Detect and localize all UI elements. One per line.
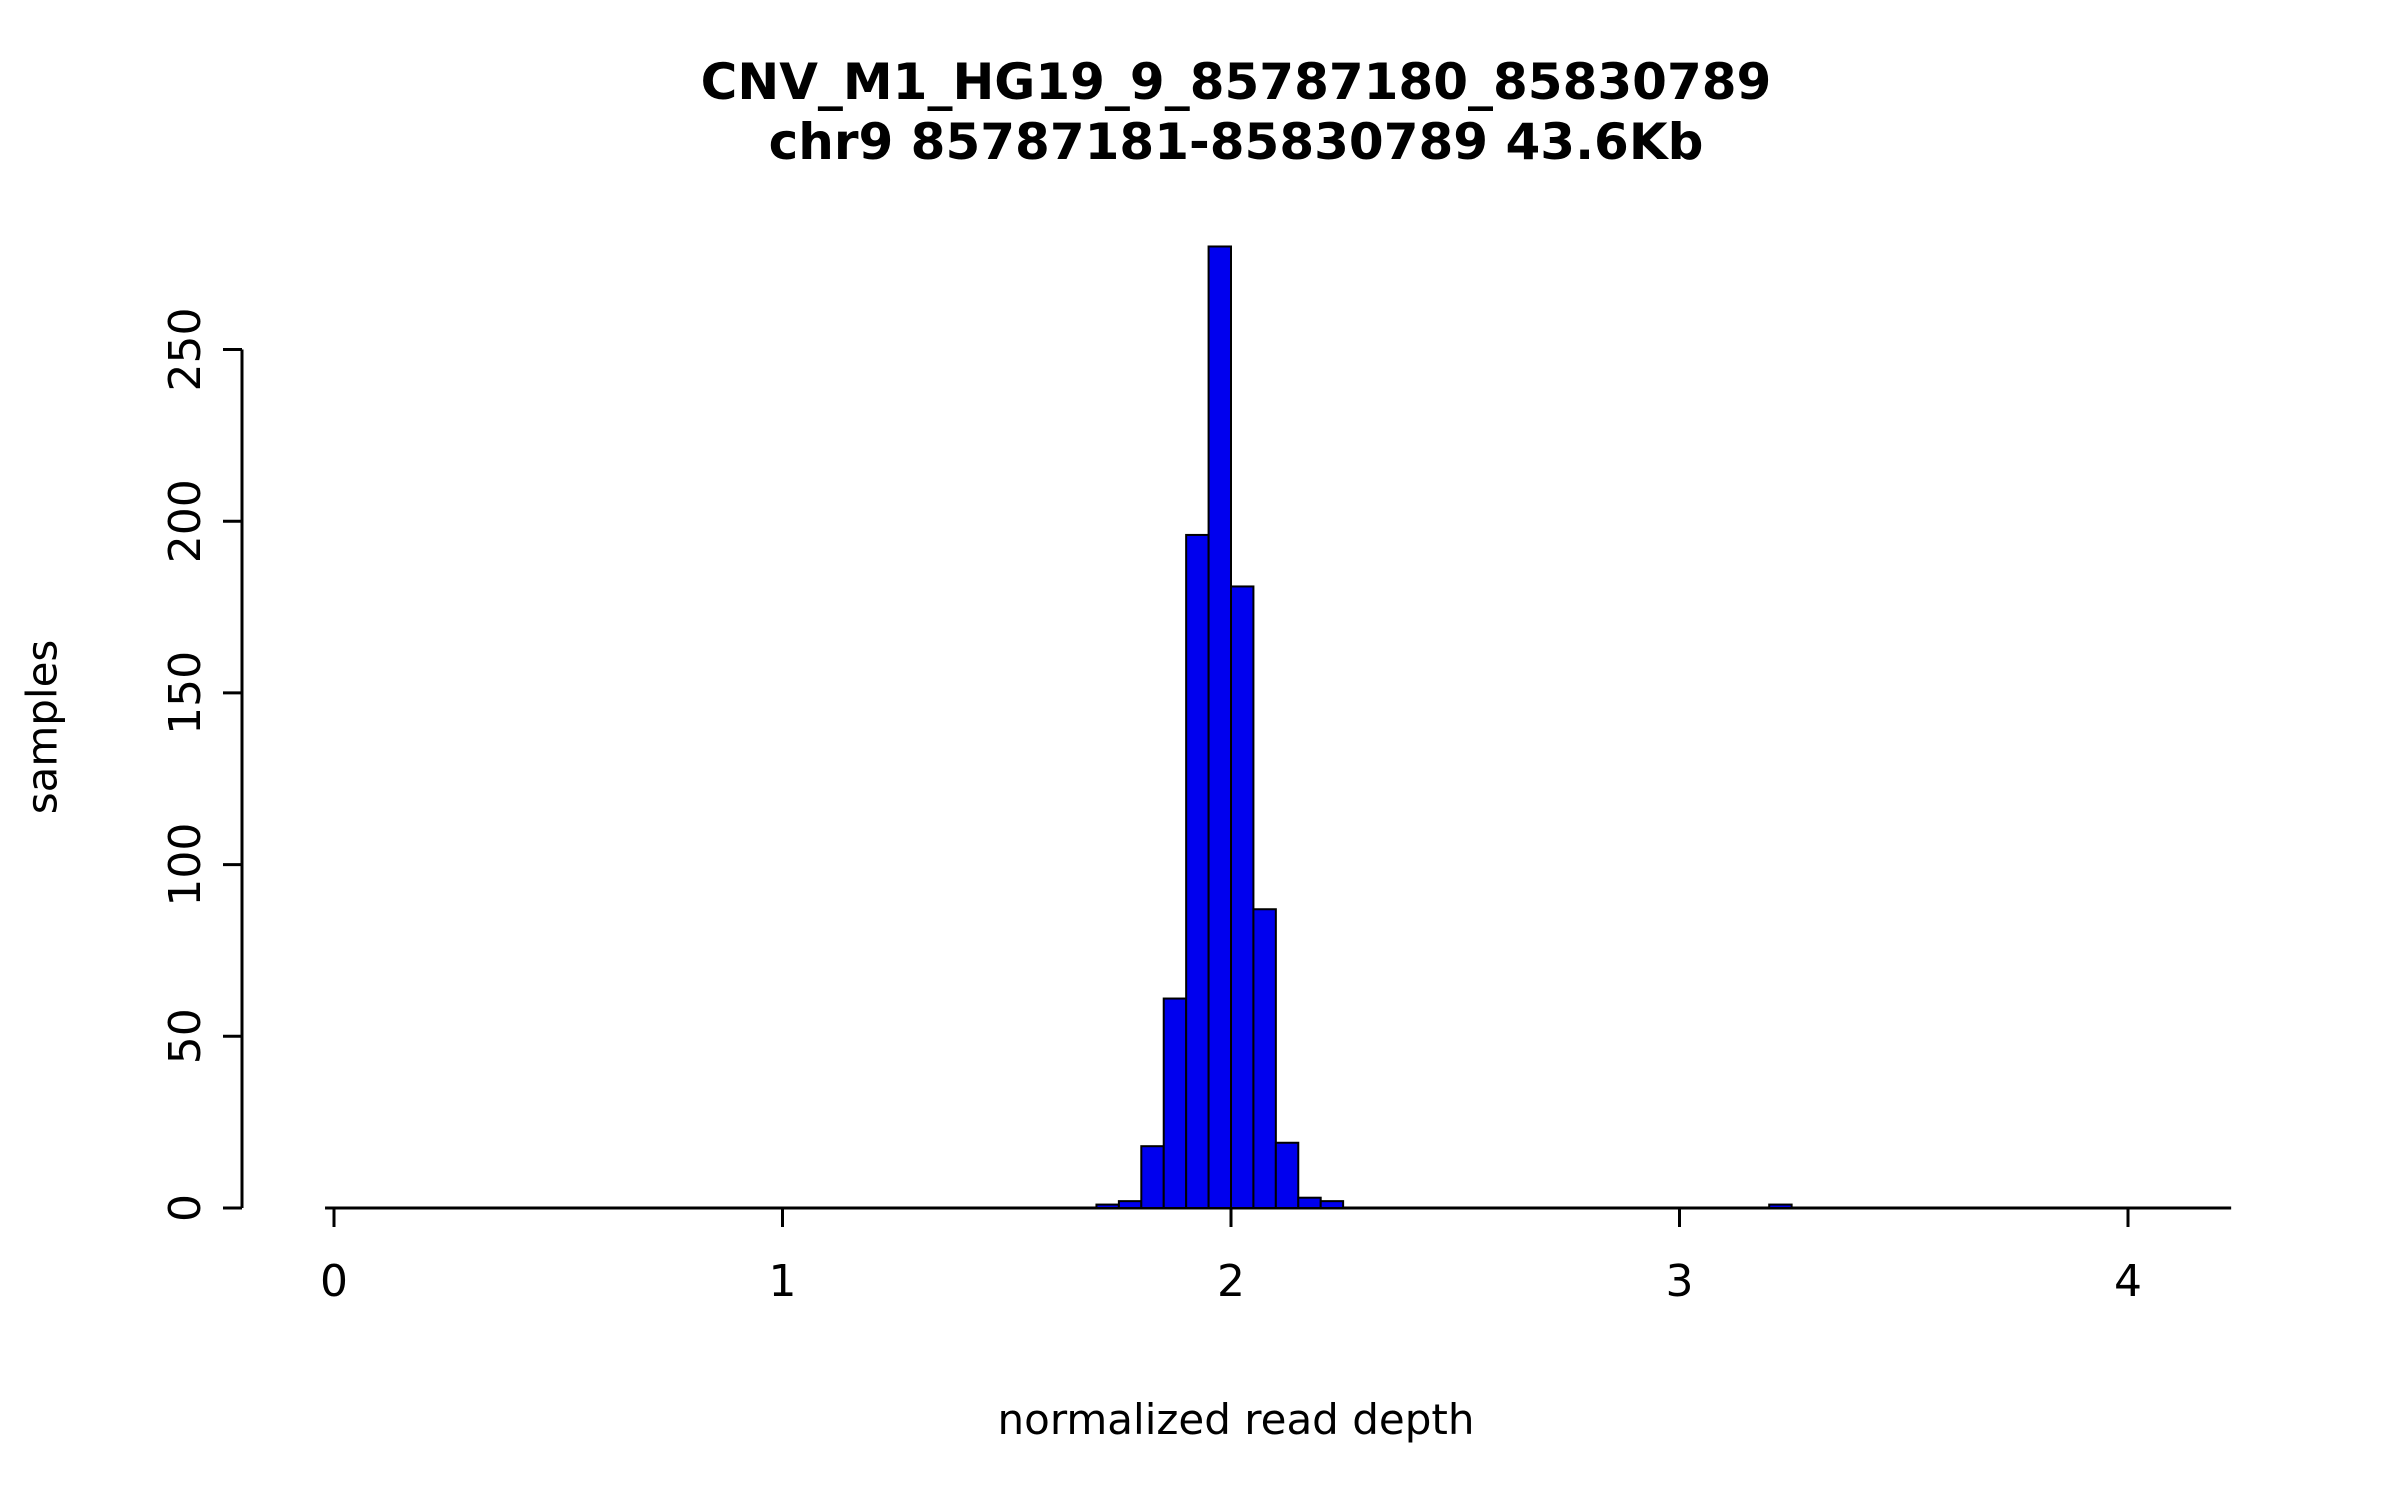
histogram-bar bbox=[1230, 585, 1255, 1209]
histogram-bar bbox=[1095, 1203, 1120, 1210]
histogram-bar bbox=[1274, 1141, 1300, 1210]
y-tick-label: 250 bbox=[160, 308, 211, 392]
histogram-bar bbox=[1162, 997, 1188, 1209]
x-tick-label: 4 bbox=[2114, 1256, 2142, 1307]
y-axis-label: samples bbox=[17, 639, 67, 815]
x-tick-label: 3 bbox=[1666, 1256, 1694, 1307]
chart-title: CNV_M1_HG19_9_85787180_85830789 bbox=[700, 53, 1772, 111]
x-tick-label: 1 bbox=[769, 1256, 797, 1307]
title-block: CNV_M1_HG19_9_85787180_85830789 chr9 857… bbox=[242, 52, 2230, 172]
y-tick-label: 100 bbox=[160, 823, 211, 907]
chart-subtitle: chr9 85787181-85830789 43.6Kb bbox=[768, 113, 1704, 171]
x-axis-label: normalized read depth bbox=[997, 1395, 1475, 1444]
x-tick-label: 2 bbox=[1217, 1256, 1245, 1307]
histogram-bar bbox=[1207, 245, 1232, 1210]
y-tick-label: 0 bbox=[160, 1194, 211, 1222]
histogram-bar bbox=[1297, 1196, 1322, 1209]
histogram-bar bbox=[1252, 908, 1277, 1209]
y-tick-label: 150 bbox=[160, 651, 211, 735]
histogram-bar bbox=[1140, 1145, 1165, 1209]
y-tick-label: 50 bbox=[160, 1008, 211, 1064]
histogram-bar bbox=[1117, 1200, 1143, 1209]
histogram-bar bbox=[1319, 1200, 1345, 1209]
x-tick-label: 0 bbox=[320, 1256, 348, 1307]
histogram-bar bbox=[1768, 1203, 1793, 1210]
y-tick-label: 200 bbox=[160, 479, 211, 563]
histogram-bar bbox=[1185, 533, 1210, 1209]
